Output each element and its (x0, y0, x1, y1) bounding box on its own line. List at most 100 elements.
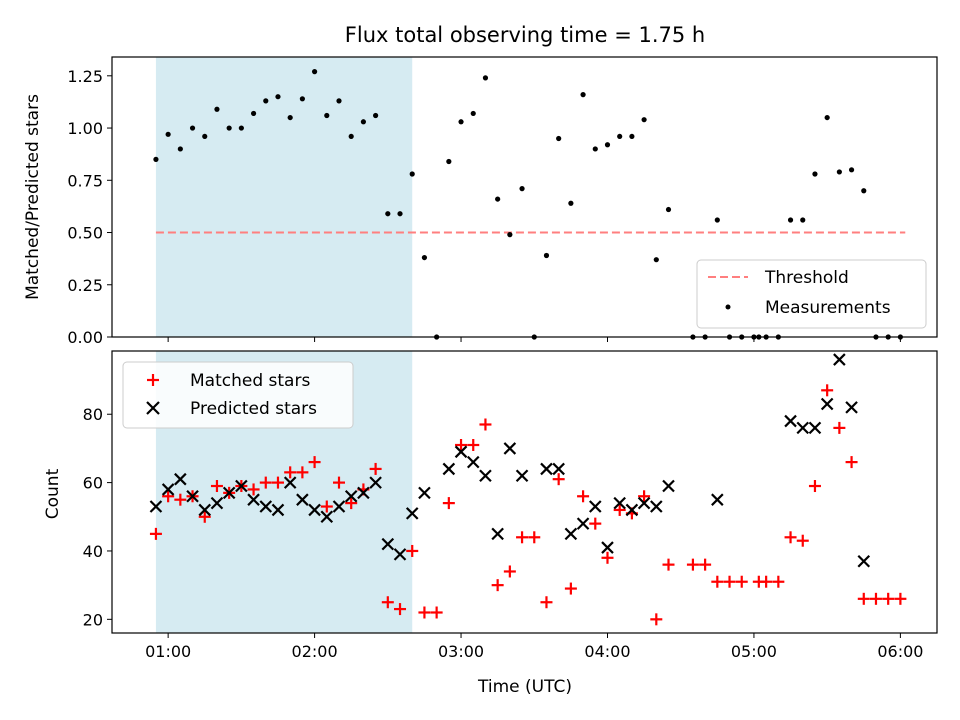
measurement-point-8 (250, 110, 257, 117)
measurement-point-20 (397, 211, 403, 217)
predicted-star-point-28 (503, 442, 517, 455)
matched-star-point-14 (320, 500, 333, 513)
matched-star-point-24 (442, 497, 455, 510)
predicted-star-point-9 (259, 500, 273, 513)
matched-star-point-2 (174, 493, 187, 506)
predicted-star-point-29 (515, 469, 529, 483)
predicted-star-point-5 (210, 496, 224, 510)
measurement-point-0 (153, 156, 159, 162)
matched-star-point-54 (821, 384, 834, 397)
top-y-tick-label-3: 0.75 (67, 171, 103, 190)
matched-star-point-50 (772, 575, 785, 588)
predicted-star-point-47 (845, 401, 858, 414)
matched-star-point-47 (735, 575, 748, 588)
measurement-point-56 (836, 169, 842, 175)
matched-star-point-42 (662, 558, 675, 571)
matched-star-point-20 (394, 603, 407, 616)
matched-star-point-28 (491, 579, 504, 592)
matched-stars-points (149, 384, 907, 626)
matched-star-point-55 (833, 421, 846, 434)
bottom-axes-frame (111, 350, 938, 634)
matched-star-point-30 (516, 531, 529, 544)
matched-star-point-38 (613, 503, 626, 516)
measurement-point-41 (653, 257, 659, 263)
measurement-point-13 (311, 69, 318, 75)
x-tick-label-5: 06:00 (877, 642, 923, 661)
x-tick-label-1: 02:00 (292, 642, 338, 661)
chart-title: Flux total observing time = 1.75 h (345, 23, 705, 47)
x-tick-label-2: 03:00 (438, 642, 484, 661)
legend-threshold-label: Threshold (764, 268, 849, 288)
matched-star-point-10 (271, 476, 284, 489)
matched-star-point-31 (528, 531, 541, 544)
measurement-point-25 (458, 119, 464, 125)
bottom-y-tick-label-3: 80 (83, 405, 103, 424)
top-x-ticks (167, 337, 901, 342)
predicted-star-point-1 (161, 483, 175, 496)
measurement-point-10 (275, 94, 281, 100)
matched-star-point-15 (332, 476, 345, 489)
matched-star-point-58 (869, 592, 882, 605)
predicted-star-point-12 (296, 493, 309, 506)
bottom-y-ticks: 20 40 60 80 (83, 405, 112, 629)
predicted-star-point-10 (271, 503, 285, 517)
predicted-star-point-41 (711, 493, 724, 506)
predicted-star-point-17 (357, 486, 370, 500)
legend-matched-swatch (147, 374, 159, 386)
predicted-star-point-19 (381, 537, 395, 551)
predicted-star-point-22 (418, 486, 431, 500)
measurement-point-38 (617, 133, 623, 140)
predicted-star-point-32 (564, 527, 578, 541)
measurement-point-16 (348, 133, 354, 140)
measurement-point-42 (665, 206, 672, 213)
predicted-star-point-20 (393, 548, 407, 561)
measurement-point-45 (714, 217, 720, 223)
matched-star-point-18 (369, 462, 382, 475)
matched-star-point-22 (418, 606, 431, 619)
measurement-point-35 (580, 92, 586, 98)
measurement-point-14 (324, 112, 330, 119)
predicted-star-point-33 (576, 517, 590, 530)
predicted-star-point-42 (784, 414, 797, 428)
top-axes-frame (111, 56, 938, 338)
measurement-point-55 (824, 114, 830, 121)
measurement-point-29 (507, 232, 513, 238)
top-y-tick-label-5: 1.25 (67, 67, 103, 86)
predicted-star-point-43 (796, 421, 810, 435)
predicted-star-point-15 (332, 500, 346, 513)
bottom-x-ticks: 01:00 02:00 03:00 04:00 05:00 06:00 (145, 633, 923, 661)
measurement-point-19 (385, 211, 391, 217)
measurement-point-24 (446, 158, 452, 165)
top-y-ticks: 0.00 0.25 0.50 0.75 1.00 1.25 (67, 67, 112, 347)
bottom-y-axis-label: Count (43, 468, 63, 519)
legend-measurements-swatch (725, 304, 731, 310)
matched-star-point-12 (296, 466, 309, 479)
matched-star-point-40 (638, 490, 651, 503)
predicted-star-point-14 (320, 510, 334, 524)
x-tick-label-0: 01:00 (145, 642, 191, 661)
predicted-star-point-48 (857, 554, 871, 568)
matched-star-point-60 (894, 592, 907, 605)
matched-star-point-27 (479, 418, 492, 431)
predicted-star-point-30 (540, 462, 553, 476)
predicted-star-point-21 (405, 507, 419, 520)
measurement-point-22 (421, 254, 428, 261)
matched-star-point-57 (857, 592, 870, 605)
matched-star-point-35 (577, 490, 590, 503)
matched-star-point-46 (723, 575, 736, 588)
x-tick-label-3: 04:00 (584, 642, 630, 661)
matched-star-point-36 (589, 517, 602, 530)
measurement-point-1 (165, 131, 171, 137)
matched-star-point-29 (503, 565, 516, 578)
predicted-star-point-39 (650, 500, 663, 513)
measurement-points (153, 69, 903, 340)
predicted-star-point-8 (247, 493, 260, 506)
measurement-point-33 (556, 135, 562, 142)
measurement-point-27 (482, 75, 489, 81)
bottom-legend: Matched stars Predicted stars (122, 361, 354, 429)
top-legend-box (696, 259, 927, 329)
matched-star-point-26 (467, 439, 480, 451)
bottom-y-tick-label-1: 40 (83, 542, 103, 561)
